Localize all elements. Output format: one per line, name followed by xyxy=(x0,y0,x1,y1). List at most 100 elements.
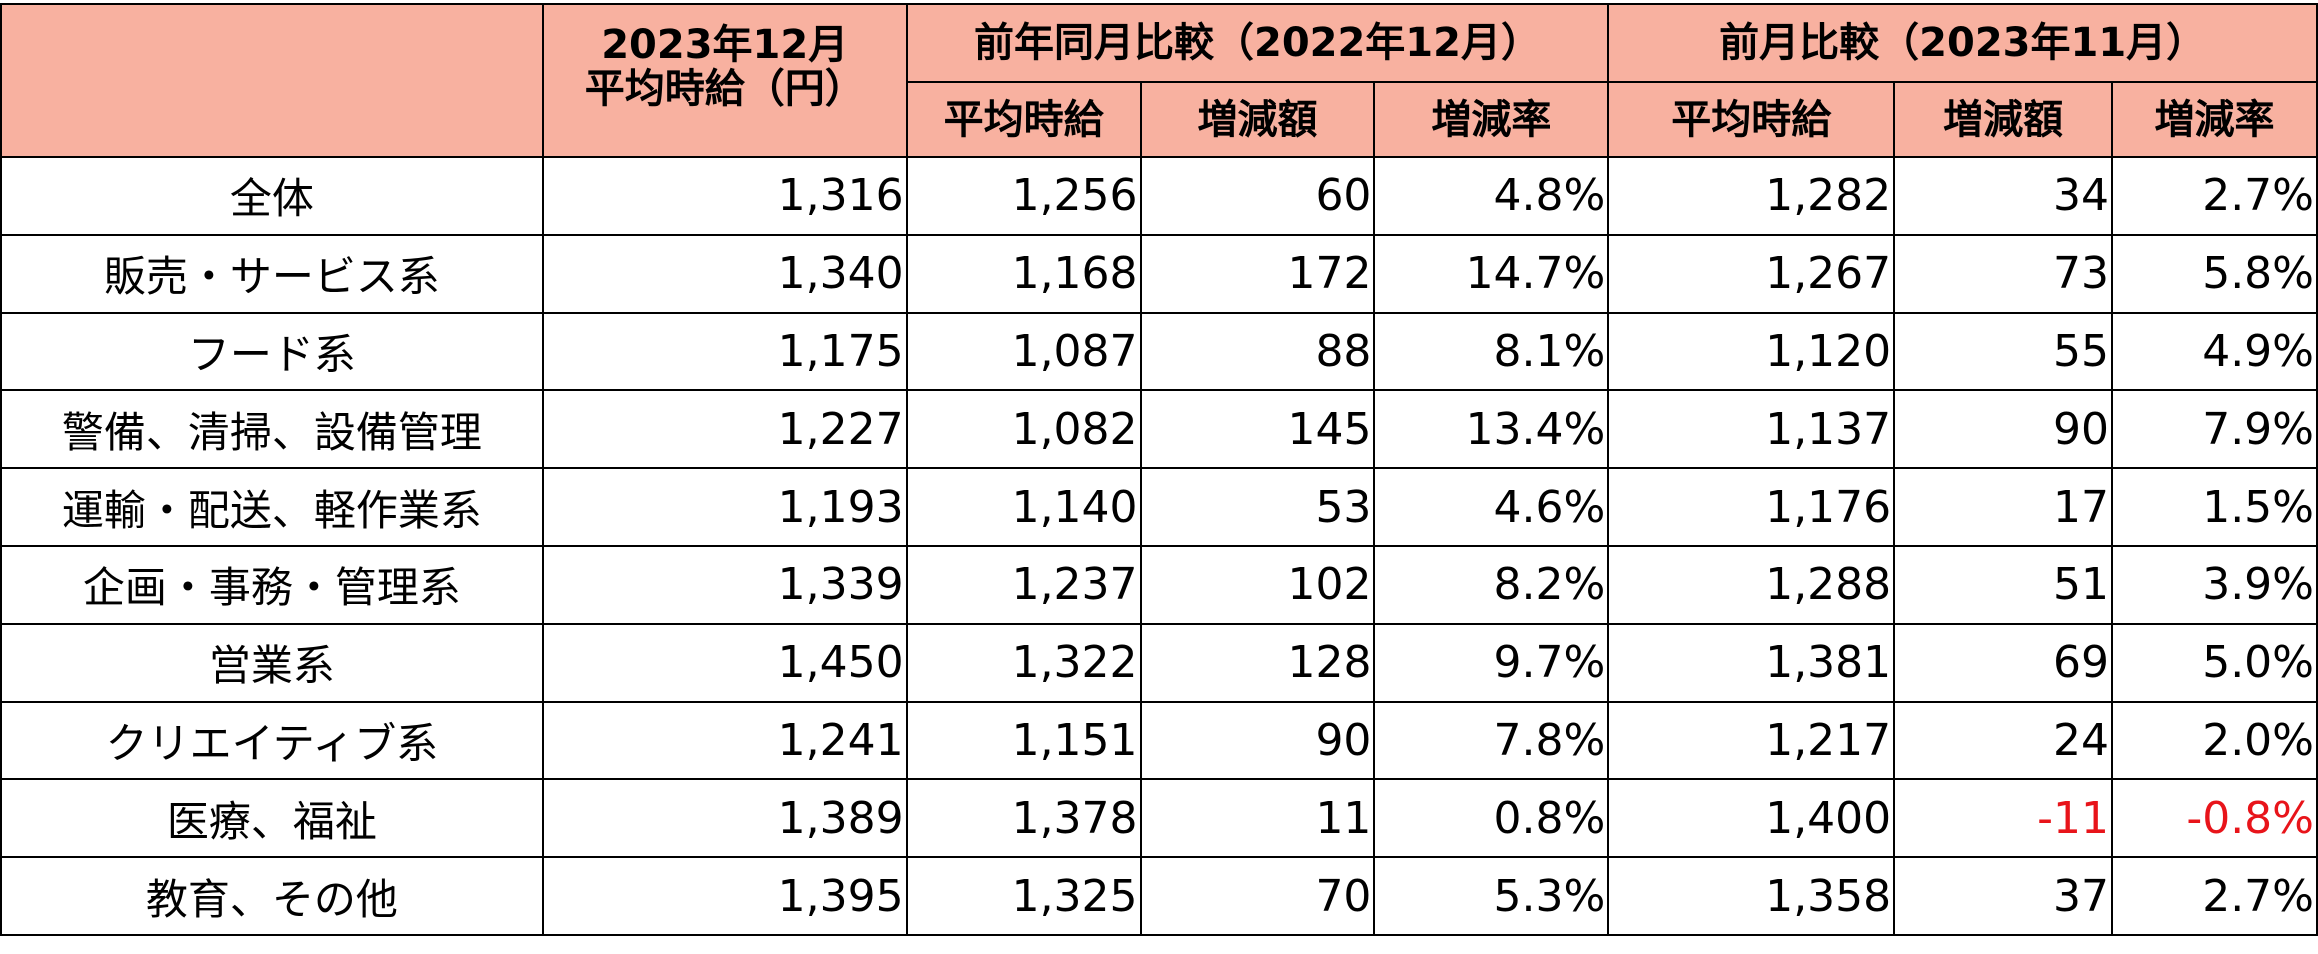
mom-diff: 34 xyxy=(1893,156,2114,236)
yoy-rate: 0.8% xyxy=(1373,778,1610,859)
yoy-avg-wage: 1,378 xyxy=(905,778,1142,859)
wage-comparison-table: 2023年12月 平均時給（円） 前年同月比較（2022年12月） 前月比較（2… xyxy=(0,3,2318,936)
current-avg-wage: 1,339 xyxy=(541,544,908,625)
yoy-diff: 70 xyxy=(1139,856,1376,936)
current-avg-wage: 1,340 xyxy=(541,233,908,314)
yoy-rate: 4.6% xyxy=(1373,467,1610,547)
mom-rate: 2.7% xyxy=(2111,856,2318,936)
table-row: 医療、福祉 1,389 1,378 11 0.8% 1,400 -11 -0.8… xyxy=(0,778,2318,859)
yoy-rate: 4.8% xyxy=(1373,156,1610,236)
row-category: 教育、その他 xyxy=(0,856,544,936)
header-yoy-rate: 増減率 xyxy=(1373,81,1610,158)
mom-diff-negative: -11 xyxy=(1893,778,2114,859)
header-current-wage-line2: 平均時給（円） xyxy=(584,66,865,112)
yoy-diff: 60 xyxy=(1139,156,1376,236)
yoy-diff: 90 xyxy=(1139,700,1376,781)
mom-rate: 5.0% xyxy=(2111,622,2318,703)
yoy-rate: 8.1% xyxy=(1373,311,1610,392)
row-category: 医療、福祉 xyxy=(0,778,544,859)
row-category: 営業系 xyxy=(0,622,544,703)
current-avg-wage: 1,316 xyxy=(541,156,908,236)
table-row: クリエイティブ系 1,241 1,151 90 7.8% 1,217 24 2.… xyxy=(0,700,2318,781)
yoy-rate: 7.8% xyxy=(1373,700,1610,781)
header-group-yoy: 前年同月比較（2022年12月） xyxy=(905,3,1610,83)
header-yoy-diff: 増減額 xyxy=(1139,81,1376,158)
mom-avg-wage: 1,137 xyxy=(1607,389,1896,470)
table-row: フード系 1,175 1,087 88 8.1% 1,120 55 4.9% xyxy=(0,311,2318,392)
yoy-avg-wage: 1,168 xyxy=(905,233,1142,314)
current-avg-wage: 1,241 xyxy=(541,700,908,781)
mom-diff: 69 xyxy=(1893,622,2114,703)
header-group-mom: 前月比較（2023年11月） xyxy=(1607,3,2318,83)
yoy-rate: 5.3% xyxy=(1373,856,1610,936)
mom-rate: 5.8% xyxy=(2111,233,2318,314)
table-row: 運輸・配送、軽作業系 1,193 1,140 53 4.6% 1,176 17 … xyxy=(0,467,2318,547)
mom-rate-negative: -0.8% xyxy=(2111,778,2318,859)
mom-avg-wage: 1,288 xyxy=(1607,544,1896,625)
table-row: 企画・事務・管理系 1,339 1,237 102 8.2% 1,288 51 … xyxy=(0,544,2318,625)
yoy-diff: 145 xyxy=(1139,389,1376,470)
yoy-diff: 102 xyxy=(1139,544,1376,625)
mom-rate: 4.9% xyxy=(2111,311,2318,392)
yoy-avg-wage: 1,322 xyxy=(905,622,1142,703)
current-avg-wage: 1,450 xyxy=(541,622,908,703)
yoy-diff: 128 xyxy=(1139,622,1376,703)
row-category: 販売・サービス系 xyxy=(0,233,544,314)
mom-diff: 24 xyxy=(1893,700,2114,781)
header-current-wage-line1: 2023年12月 xyxy=(601,22,849,68)
mom-avg-wage: 1,120 xyxy=(1607,311,1896,392)
table-row: 教育、その他 1,395 1,325 70 5.3% 1,358 37 2.7% xyxy=(0,856,2318,936)
yoy-rate: 14.7% xyxy=(1373,233,1610,314)
mom-avg-wage: 1,400 xyxy=(1607,778,1896,859)
mom-avg-wage: 1,358 xyxy=(1607,856,1896,936)
mom-diff: 17 xyxy=(1893,467,2114,547)
yoy-diff: 53 xyxy=(1139,467,1376,547)
table-row: 営業系 1,450 1,322 128 9.7% 1,381 69 5.0% xyxy=(0,622,2318,703)
yoy-avg-wage: 1,087 xyxy=(905,311,1142,392)
mom-rate: 1.5% xyxy=(2111,467,2318,547)
table-row: 販売・サービス系 1,340 1,168 172 14.7% 1,267 73 … xyxy=(0,233,2318,314)
table-row: 全体 1,316 1,256 60 4.8% 1,282 34 2.7% xyxy=(0,156,2318,236)
current-avg-wage: 1,193 xyxy=(541,467,908,547)
row-category: 警備、清掃、設備管理 xyxy=(0,389,544,470)
mom-diff: 51 xyxy=(1893,544,2114,625)
header-yoy-avg: 平均時給 xyxy=(905,81,1142,158)
mom-diff: 90 xyxy=(1893,389,2114,470)
yoy-rate: 13.4% xyxy=(1373,389,1610,470)
mom-avg-wage: 1,381 xyxy=(1607,622,1896,703)
header-corner-cell xyxy=(0,3,544,158)
current-avg-wage: 1,389 xyxy=(541,778,908,859)
current-avg-wage: 1,395 xyxy=(541,856,908,936)
yoy-diff: 11 xyxy=(1139,778,1376,859)
mom-avg-wage: 1,176 xyxy=(1607,467,1896,547)
header-mom-diff: 増減額 xyxy=(1893,81,2114,158)
mom-avg-wage: 1,282 xyxy=(1607,156,1896,236)
yoy-avg-wage: 1,140 xyxy=(905,467,1142,547)
mom-avg-wage: 1,217 xyxy=(1607,700,1896,781)
row-category: 企画・事務・管理系 xyxy=(0,544,544,625)
yoy-avg-wage: 1,256 xyxy=(905,156,1142,236)
yoy-avg-wage: 1,082 xyxy=(905,389,1142,470)
mom-rate: 2.7% xyxy=(2111,156,2318,236)
mom-rate: 2.0% xyxy=(2111,700,2318,781)
yoy-avg-wage: 1,237 xyxy=(905,544,1142,625)
row-category: 運輸・配送、軽作業系 xyxy=(0,467,544,547)
yoy-diff: 172 xyxy=(1139,233,1376,314)
row-category: 全体 xyxy=(0,156,544,236)
yoy-diff: 88 xyxy=(1139,311,1376,392)
mom-avg-wage: 1,267 xyxy=(1607,233,1896,314)
current-avg-wage: 1,227 xyxy=(541,389,908,470)
header-mom-avg: 平均時給 xyxy=(1607,81,1896,158)
header-mom-rate: 増減率 xyxy=(2111,81,2318,158)
yoy-rate: 9.7% xyxy=(1373,622,1610,703)
mom-diff: 55 xyxy=(1893,311,2114,392)
header-current-wage: 2023年12月 平均時給（円） xyxy=(541,3,908,158)
mom-diff: 73 xyxy=(1893,233,2114,314)
mom-rate: 7.9% xyxy=(2111,389,2318,470)
current-avg-wage: 1,175 xyxy=(541,311,908,392)
table-row: 警備、清掃、設備管理 1,227 1,082 145 13.4% 1,137 9… xyxy=(0,389,2318,470)
row-category: クリエイティブ系 xyxy=(0,700,544,781)
yoy-avg-wage: 1,325 xyxy=(905,856,1142,936)
yoy-rate: 8.2% xyxy=(1373,544,1610,625)
mom-rate: 3.9% xyxy=(2111,544,2318,625)
